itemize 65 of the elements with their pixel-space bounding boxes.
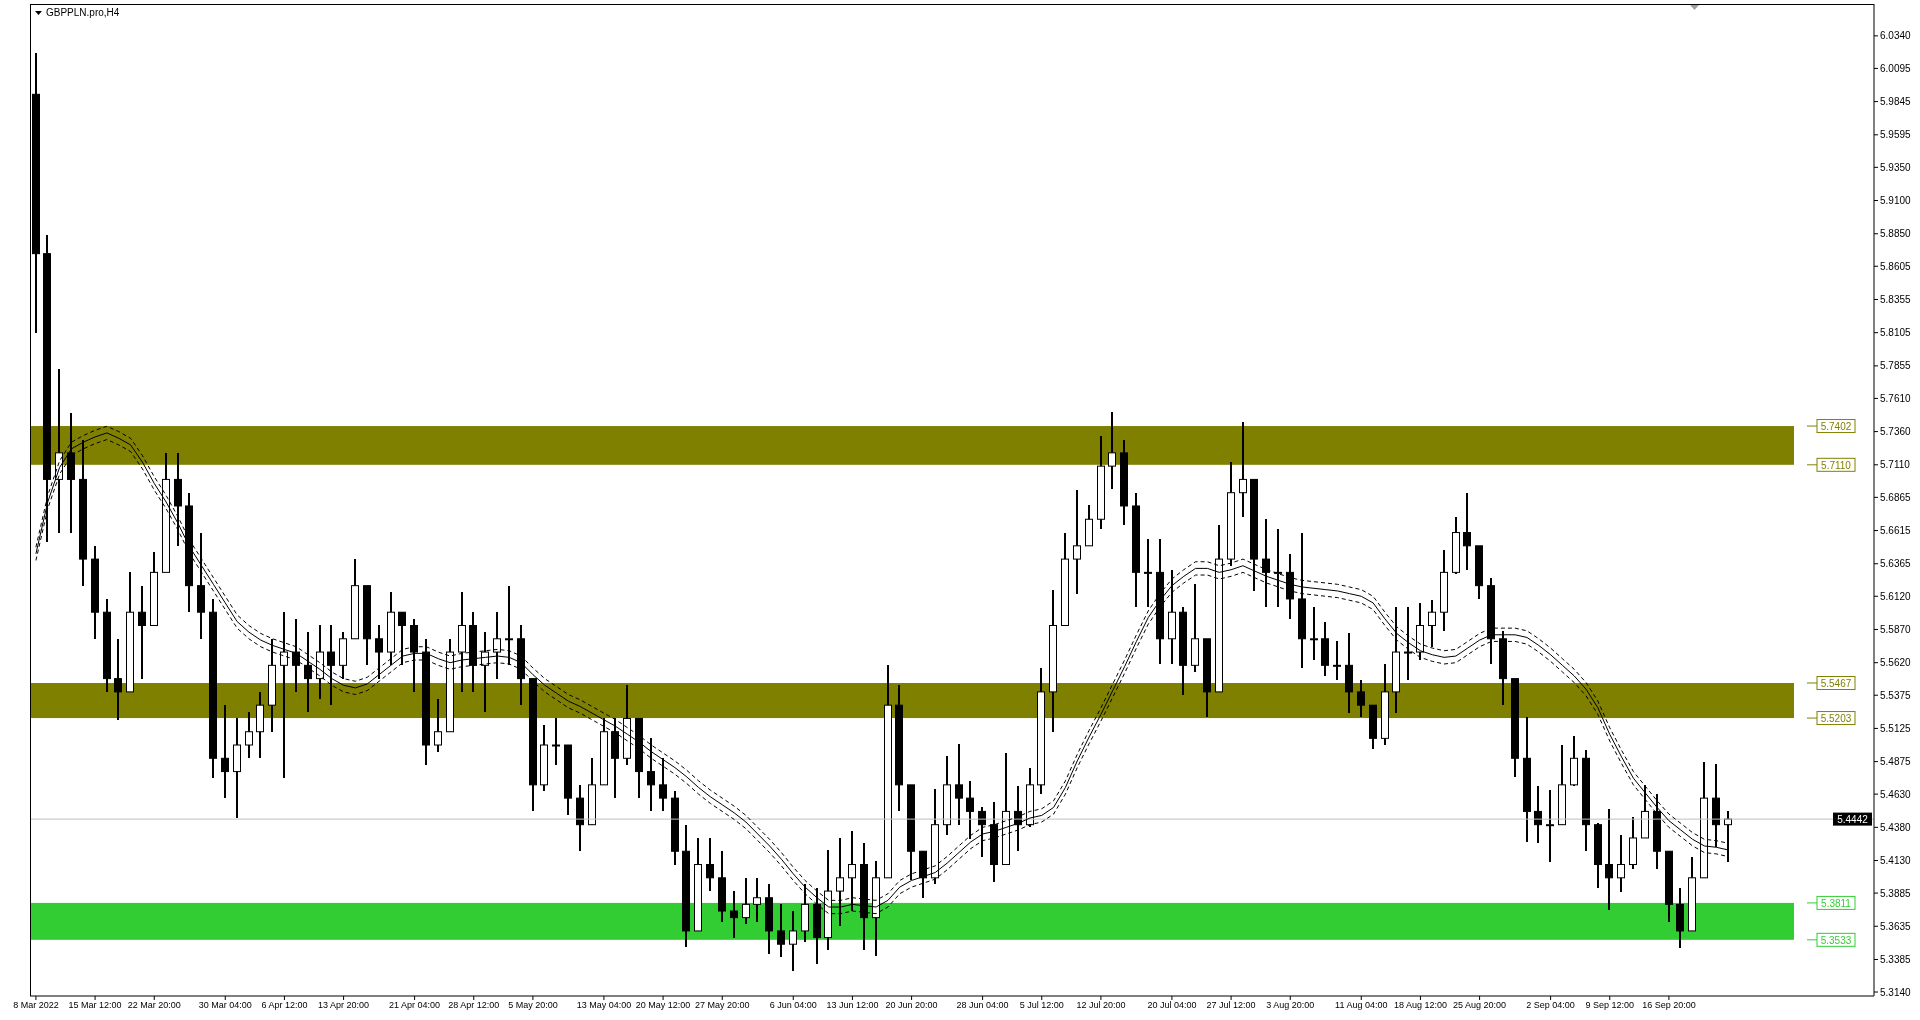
x-tick-label: 15 Mar 12:00	[68, 1000, 122, 1011]
x-tick-label: 3 Aug 20:00	[1266, 1000, 1315, 1011]
x-tick-label: 2 Sep 04:00	[1526, 1000, 1575, 1011]
text: 5.3811	[1821, 897, 1852, 909]
y-tick-label: 6.0340	[1880, 30, 1912, 42]
x-tick-label: 12 Jul 20:00	[1076, 1000, 1126, 1011]
x-tick-label: 6 Jun 04:00	[769, 1000, 817, 1011]
y-tick-label: 5.9845	[1880, 96, 1912, 108]
y-tick-label: 5.6615	[1880, 525, 1912, 537]
x-tick-label: 20 Jun 20:00	[885, 1000, 938, 1011]
x-tick-label: 13 Jun 12:00	[826, 1000, 879, 1011]
y-tick-label: 5.5375	[1880, 689, 1912, 701]
y-tick-label: 5.9595	[1880, 129, 1912, 141]
x-tick-label: 6 Apr 12:00	[261, 1000, 308, 1011]
x-tick-label: 16 Sep 20:00	[1642, 1000, 1696, 1011]
x-tick-label: 21 Apr 04:00	[389, 1000, 441, 1011]
text: 5.5203	[1820, 712, 1852, 724]
y-tick-label: 5.7610	[1880, 392, 1912, 404]
y-tick-label: 5.5870	[1880, 624, 1912, 636]
x-tick-label: 30 Mar 04:00	[198, 1000, 252, 1011]
y-tick-label: 5.3385	[1880, 954, 1912, 966]
y-tick-label: 5.7360	[1880, 426, 1912, 438]
y-tick-label: 5.6865	[1880, 491, 1912, 503]
y-tick-label: 5.4875	[1880, 756, 1912, 768]
y-tick-label: 5.8355	[1880, 294, 1912, 306]
y-tick-label: 5.8850	[1880, 228, 1912, 240]
x-tick-label: 5 Jul 12:00	[1019, 1000, 1064, 1011]
y-tick-label: 5.5125	[1880, 722, 1912, 734]
x-tick-label: 28 Apr 12:00	[448, 1000, 500, 1011]
y-tick-label: 5.6365	[1880, 558, 1912, 570]
x-tick-label: 11 Aug 04:00	[1335, 1000, 1388, 1011]
x-tick-label: 22 Mar 20:00	[127, 1000, 181, 1011]
y-tick-label: 5.4630	[1880, 788, 1912, 800]
x-tick-label: 18 Aug 12:00	[1393, 1000, 1447, 1011]
y-tick-label: 5.9350	[1880, 161, 1912, 173]
y-tick-label: 5.7110	[1880, 459, 1911, 471]
y-tick-label: 5.3885	[1880, 887, 1912, 899]
y-tick-label: 5.7855	[1880, 360, 1912, 372]
y-tick-label: 5.6120	[1880, 590, 1912, 602]
x-tick-label: 27 May 20:00	[694, 1000, 750, 1011]
x-tick-label: 8 Mar 2022	[13, 1000, 59, 1011]
text: 5.3533	[1820, 934, 1852, 946]
y-tick-label: 6.0095	[1880, 62, 1912, 74]
y-tick-label: 5.8605	[1880, 260, 1912, 272]
ref-line-label: 5.4442	[1837, 813, 1869, 825]
y-tick-label: 5.8105	[1880, 327, 1912, 339]
y-tick-label: 5.9100	[1880, 195, 1912, 207]
chart-title: GBPPLN.pro,H4	[46, 7, 120, 19]
x-tick-label: 20 May 12:00	[635, 1000, 691, 1011]
x-tick-label: 20 Jul 04:00	[1147, 1000, 1197, 1011]
text: 5.5467	[1820, 677, 1852, 689]
x-tick-label: 9 Sep 12:00	[1585, 1000, 1635, 1011]
text: 5.7110	[1821, 459, 1852, 471]
x-tick-label: 27 Jul 12:00	[1206, 1000, 1256, 1011]
y-tick-label: 5.5620	[1880, 657, 1912, 669]
y-tick-label: 5.4130	[1880, 855, 1912, 867]
text: 5.7402	[1820, 420, 1852, 432]
y-tick-label: 5.3635	[1880, 920, 1912, 932]
x-tick-label: 25 Aug 20:00	[1453, 1000, 1507, 1011]
x-tick-label: 28 Jun 04:00	[956, 1000, 1009, 1011]
x-tick-label: 13 Apr 20:00	[318, 1000, 370, 1011]
y-tick-label: 5.4380	[1880, 821, 1912, 833]
y-tick-label: 5.3140	[1880, 986, 1912, 998]
x-tick-label: 13 May 04:00	[576, 1000, 632, 1011]
x-tick-label: 5 May 20:00	[508, 1000, 558, 1011]
